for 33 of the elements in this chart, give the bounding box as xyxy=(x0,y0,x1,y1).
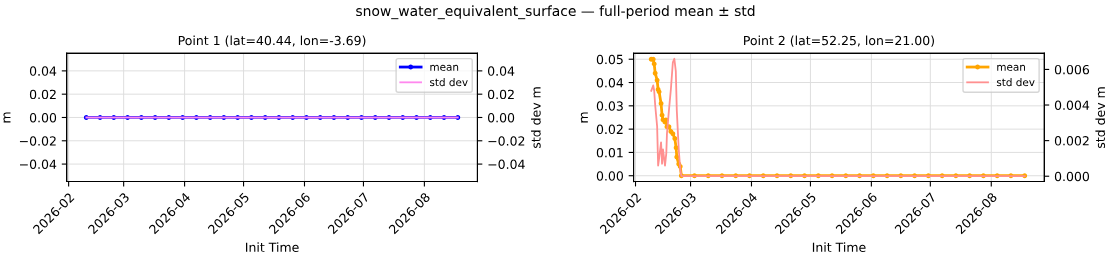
x-axis-title: Init Time xyxy=(246,242,299,252)
chart-title: Point 1 (lat=40.44, lon=-3.69) xyxy=(178,35,366,47)
text: snow_water_equivalent_surface — full-period mean ± std xyxy=(356,5,755,20)
y-axis-title: m xyxy=(580,112,588,123)
y2-tick-label: 0.00 xyxy=(488,112,515,123)
legend-label: std dev xyxy=(996,78,1035,87)
y-tick-label: 0.00 xyxy=(596,171,623,181)
y2-tick-label: 0.006 xyxy=(1054,64,1090,75)
y2-tick-label: 0.04 xyxy=(488,66,515,76)
y2-tick-label: 0.002 xyxy=(1054,136,1089,146)
y2-tick-label: 0.004 xyxy=(1054,100,1090,110)
legend-label: mean xyxy=(430,64,459,71)
y-tick-label: 0.01 xyxy=(596,147,623,158)
y-tick-label: 0.03 xyxy=(596,101,623,111)
y-tick-label: 0.04 xyxy=(596,78,624,88)
legend-label: std dev xyxy=(430,78,468,87)
y-tick-label: −0.04 xyxy=(19,159,57,170)
y-axis-title: m xyxy=(3,112,11,123)
chart-title: Point 2 (lat=52.25, lon=21.00) xyxy=(744,35,934,47)
y-tick-label: 0.02 xyxy=(596,124,623,135)
y-tick-label: 0.02 xyxy=(29,89,56,100)
y2-axis-title: std dev m xyxy=(1095,87,1106,149)
y-tick-label: 0.05 xyxy=(596,54,623,65)
x-axis-title: Init Time xyxy=(812,242,866,252)
y-tick-label: −0.02 xyxy=(19,136,56,146)
y-tick-label: 0.00 xyxy=(29,112,57,123)
y2-tick-label: −0.02 xyxy=(488,136,525,146)
y2-tick-label: −0.04 xyxy=(488,159,525,170)
y2-tick-label: 0.000 xyxy=(1054,171,1090,182)
y2-tick-label: 0.02 xyxy=(488,89,514,100)
y2-axis-title: std dev m xyxy=(531,87,541,149)
y-tick-label: 0.04 xyxy=(29,66,57,76)
legend-label: mean xyxy=(997,64,1025,71)
